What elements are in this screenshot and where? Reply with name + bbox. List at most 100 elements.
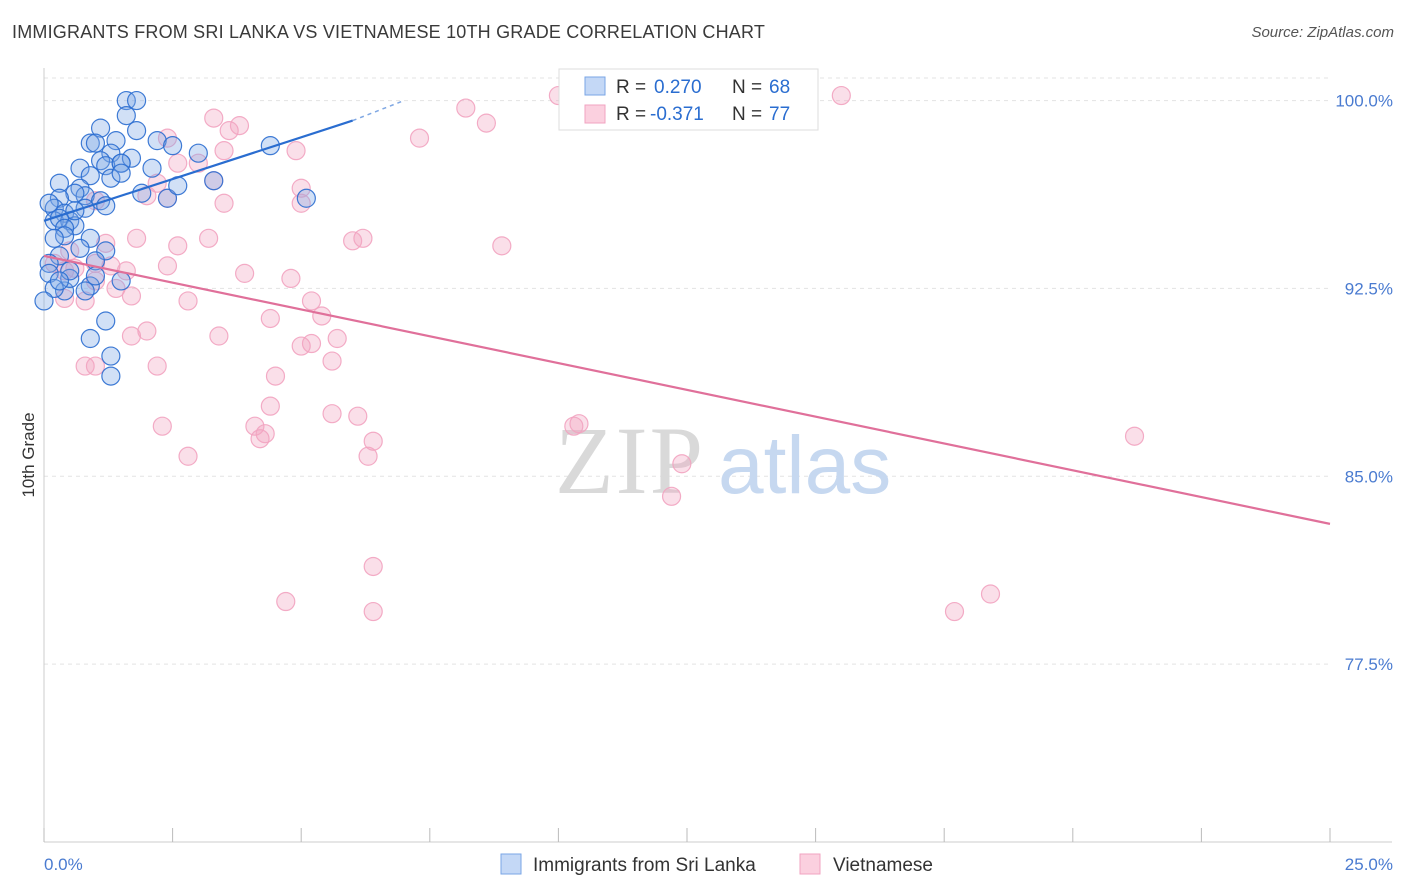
vietnamese-point-25	[96, 233, 116, 253]
vietnamese-point-71	[661, 486, 682, 506]
vietnamese-point-56	[75, 356, 95, 376]
vietnamese-point-65	[178, 446, 198, 466]
vietnamese-point-1	[476, 113, 496, 133]
sri-lanka-point-64	[39, 193, 59, 213]
y-tick-label-2: 85.0%	[1345, 467, 1393, 486]
sri-lanka-point-29	[49, 188, 70, 208]
sri-lanka-points	[34, 90, 316, 386]
sri-lanka-point-37	[54, 218, 75, 238]
vietnamese-point-23	[492, 236, 512, 256]
sri-lanka-point-61	[49, 271, 70, 291]
sri-lanka-point-7	[147, 131, 167, 151]
sri-lanka-point-6	[106, 131, 126, 151]
sri-lanka-point-67	[204, 171, 224, 191]
sri-lanka-point-52	[80, 328, 100, 349]
sri-lanka-trend-extension	[352, 99, 405, 122]
vietnamese-point-55	[85, 356, 106, 376]
sri-lanka-point-40	[70, 238, 90, 258]
vietnamese-point-0	[456, 98, 476, 118]
vietnamese-point-22	[343, 231, 363, 251]
vietnamese-point-26	[199, 228, 219, 248]
bottom-legend-swatch-blue	[500, 853, 522, 875]
vietnamese-point-52	[327, 328, 347, 349]
vietnamese-point-3	[831, 85, 851, 106]
vietnamese-point-43	[178, 291, 198, 311]
vietnamese-point-57	[265, 366, 286, 386]
legend-swatch-blue	[584, 76, 606, 96]
bottom-legend-label-1: Immigrants from Sri Lanka	[533, 855, 756, 876]
x-tick-labels: 0.0% 25.0%	[44, 855, 1393, 874]
vietnamese-point-77	[980, 584, 1001, 604]
vietnamese-point-63	[245, 416, 265, 436]
sri-lanka-point-59	[75, 281, 95, 301]
vietnamese-point-68	[564, 416, 584, 436]
vietnamese-point-13	[291, 178, 311, 198]
vietnamese-point-70	[672, 454, 692, 474]
vietnamese-point-66	[363, 431, 383, 451]
sri-lanka-point-3	[116, 105, 136, 126]
vietnamese-point-10	[286, 141, 306, 161]
sri-lanka-point-8	[101, 143, 121, 163]
sri-lanka-point-38	[80, 228, 100, 248]
sri-lanka-point-11	[85, 133, 106, 153]
sri-lanka-point-16	[80, 166, 100, 186]
vietnamese-point-4	[204, 108, 224, 128]
sri-lanka-point-45	[39, 263, 59, 283]
legend-r-value-1: 0.270	[654, 77, 702, 98]
vietnamese-point-51	[301, 333, 322, 354]
sri-lanka-point-56	[296, 188, 316, 208]
sri-lanka-point-20	[111, 153, 131, 173]
vietnamese-point-60	[348, 406, 368, 426]
vietnamese-point-36	[235, 263, 255, 283]
vietnamese-point-74	[276, 591, 296, 612]
y-tick-label-0: 100.0%	[1335, 92, 1393, 111]
bottom-legend-swatch-pink	[799, 853, 821, 875]
vietnamese-point-54	[147, 356, 167, 376]
y-axis-title: 10th Grade	[19, 412, 38, 497]
vietnamese-point-69	[569, 414, 589, 434]
x-tick-label-1: 25.0%	[1345, 855, 1393, 874]
vietnamese-point-5	[219, 121, 239, 141]
sri-lanka-point-22	[49, 173, 70, 193]
vietnamese-point-8	[409, 128, 430, 148]
bottom-legend: Immigrants from Sri Lanka Vietnamese	[500, 853, 933, 876]
vietnamese-point-59	[322, 404, 342, 424]
vietnamese-point-76	[944, 601, 965, 622]
y-tick-label-3: 77.5%	[1345, 655, 1393, 674]
sri-lanka-point-17	[101, 168, 121, 188]
vietnamese-point-12	[188, 153, 208, 173]
legend-n-label-1: N =	[732, 77, 762, 98]
vietnamese-point-72	[1124, 426, 1145, 446]
legend-swatch-pink	[584, 104, 606, 124]
chart-title: IMMIGRANTS FROM SRI LANKA VS VIETNAMESE …	[12, 22, 766, 42]
sri-lanka-point-47	[111, 271, 131, 291]
vietnamese-point-64	[152, 416, 172, 436]
vietnamese-point-37	[281, 268, 301, 289]
axes	[43, 68, 1392, 843]
vietnamese-point-35	[157, 256, 178, 276]
vietnamese-point-24	[126, 228, 147, 248]
sri-lanka-point-28	[157, 188, 178, 208]
vietnamese-point-47	[121, 326, 142, 346]
sri-lanka-point-4	[90, 118, 111, 138]
sri-lanka-point-53	[101, 346, 121, 366]
legend-r-label-2: R =	[616, 104, 646, 125]
sri-lanka-point-5	[126, 121, 147, 141]
vietnamese-points	[44, 85, 1145, 622]
sri-lanka-point-15	[70, 158, 90, 178]
watermark: ZIP atlas	[555, 407, 891, 514]
gridlines	[44, 77, 1330, 665]
sri-lanka-point-57	[44, 228, 64, 248]
vietnamese-point-27	[168, 236, 188, 256]
vietnamese-trend-line	[43, 254, 1331, 525]
sri-lanka-point-60	[85, 266, 106, 286]
source-label: Source: ZipAtlas.com	[1251, 24, 1394, 41]
watermark-atlas: atlas	[718, 420, 891, 511]
sri-lanka-point-51	[96, 311, 116, 331]
sri-lanka-point-54	[101, 366, 121, 386]
vietnamese-point-75	[363, 601, 383, 622]
sri-lanka-trend-line	[43, 119, 353, 222]
vietnamese-point-53	[322, 351, 342, 371]
sri-lanka-point-41	[96, 241, 116, 261]
vietnamese-point-44	[301, 291, 322, 311]
